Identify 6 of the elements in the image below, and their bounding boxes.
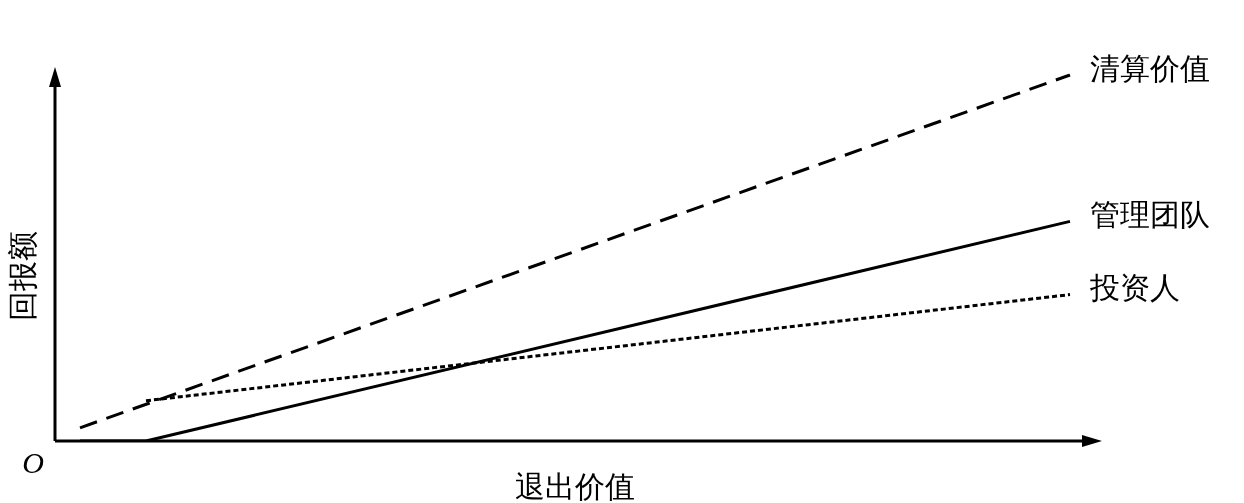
text: O: [22, 445, 44, 479]
x-axis-title: 退出价值: [515, 469, 635, 503]
series-label: 清算价值: [1090, 51, 1210, 85]
series-label: 投资人: [1089, 271, 1180, 305]
y-axis-title: 回报额: [5, 230, 39, 321]
series-label: 管理团队: [1090, 198, 1210, 232]
